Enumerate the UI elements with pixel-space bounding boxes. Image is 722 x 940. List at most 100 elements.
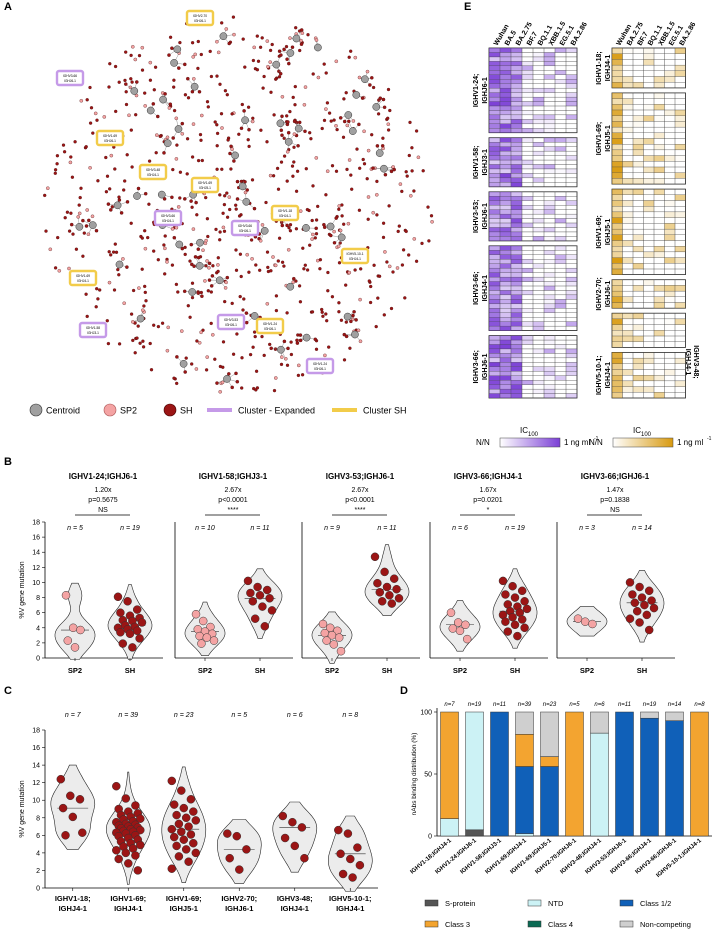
heatmap-cell <box>554 200 567 206</box>
heatmap-cell <box>521 159 534 165</box>
sh-node <box>140 236 144 240</box>
sh-node <box>204 195 208 200</box>
leaf-node <box>156 114 160 119</box>
panel-e-heatmaps: EWuhanBA.5BA.2.75BF.7BQ.1.1XBB.1.5EG.5.1… <box>464 1 712 448</box>
heatmap-cell <box>622 104 634 111</box>
heatmap-cell <box>611 324 623 331</box>
sh-node <box>274 77 278 81</box>
heatmap-cell <box>543 200 556 206</box>
heatmap-cell <box>521 335 534 341</box>
heatmap-cell <box>565 267 578 273</box>
heatmap-cell <box>488 371 501 376</box>
heatmap-cell <box>653 138 665 145</box>
heatmap-row-label-line2: IGHJ6-1 <box>605 281 612 308</box>
sh-node <box>300 373 305 377</box>
heatmap-cell <box>664 341 676 348</box>
heatmap-cell <box>565 83 578 89</box>
heatmap-cell <box>622 47 634 54</box>
leaf-node <box>313 337 318 342</box>
heatmap-cell <box>510 83 523 89</box>
centroid-node <box>190 82 199 91</box>
heatmap-cell <box>499 272 512 278</box>
sh-node <box>190 205 194 209</box>
heatmap-cell <box>532 110 545 116</box>
sh-node <box>106 341 111 346</box>
leaf-node <box>225 275 230 280</box>
heatmap-cell <box>643 324 655 331</box>
centroid-node <box>133 192 141 200</box>
heatmap-cell <box>521 213 534 219</box>
leaf-node <box>223 286 228 290</box>
sh-node <box>239 179 244 184</box>
heatmap-cell <box>632 59 644 66</box>
heatmap-cell <box>532 393 545 399</box>
heatmap-cell <box>543 236 556 242</box>
sh-node <box>260 36 264 40</box>
centroid-node <box>284 137 293 146</box>
n-sh: n = 11 <box>250 525 269 532</box>
heatmap-cell <box>653 290 665 297</box>
leaf-node <box>196 255 201 260</box>
heatmap-cell <box>565 294 578 300</box>
heatmap-cell <box>488 114 501 120</box>
sh-point <box>172 841 181 851</box>
y-tick-label: 16 <box>32 535 40 542</box>
heatmap-cell <box>653 211 665 218</box>
heatmap-cell <box>674 211 686 218</box>
heatmap-cell <box>488 259 501 264</box>
sh-point <box>255 591 265 600</box>
heatmap-cell <box>532 357 545 363</box>
heatmap-cell <box>510 209 523 215</box>
heatmap-cell <box>521 371 534 376</box>
sh-node <box>357 208 362 212</box>
sh-node <box>229 167 233 171</box>
heatmap-cell <box>521 83 534 89</box>
centroid-node <box>286 49 295 57</box>
heatmap-cell <box>532 362 545 367</box>
heatmap-cell <box>565 371 578 376</box>
heatmap-cell <box>653 126 665 133</box>
heatmap-cell <box>510 110 523 116</box>
heatmap-cell <box>554 393 567 399</box>
heatmap-cell <box>543 294 556 300</box>
heatmap-cell <box>510 105 523 111</box>
heatmap-cell <box>532 70 545 75</box>
n-sp2: n = 3 <box>579 525 595 532</box>
heatmap-cell <box>554 263 567 269</box>
heatmap-cell <box>622 228 634 235</box>
leaf-node <box>322 225 327 230</box>
heatmap-cell <box>499 159 512 165</box>
heatmap-cell <box>554 52 567 58</box>
heatmap-cell <box>611 234 623 241</box>
heatmap-cell <box>632 228 644 235</box>
sp2-node <box>191 227 196 231</box>
heatmap-cell <box>653 330 665 337</box>
heatmap-cell <box>521 375 534 381</box>
sh-node <box>195 213 199 217</box>
heatmap-side-label-line1: IGHV3-48; <box>692 345 699 378</box>
heatmap-cell <box>510 142 523 147</box>
heatmap-cell <box>664 115 676 122</box>
heatmap-cell <box>521 205 534 210</box>
leaf-node <box>230 147 234 151</box>
heatmap-cell <box>674 76 686 83</box>
sp2-node <box>398 182 403 186</box>
heatmap-cell <box>488 200 501 206</box>
fold-change: 2.67x <box>224 487 242 494</box>
heatmap-cell <box>510 384 523 390</box>
n-count: n = 7 <box>65 712 82 719</box>
sh-node <box>156 324 161 329</box>
sh-node <box>303 263 307 267</box>
sh-node <box>174 282 179 287</box>
y-axis-title: %V gene mutation <box>19 780 26 837</box>
heatmap-cell <box>643 268 655 275</box>
sh-node <box>147 202 151 206</box>
sh-node <box>88 85 92 90</box>
heatmap-cell <box>499 137 512 143</box>
sh-point <box>355 860 365 870</box>
centroid-node <box>294 124 303 133</box>
